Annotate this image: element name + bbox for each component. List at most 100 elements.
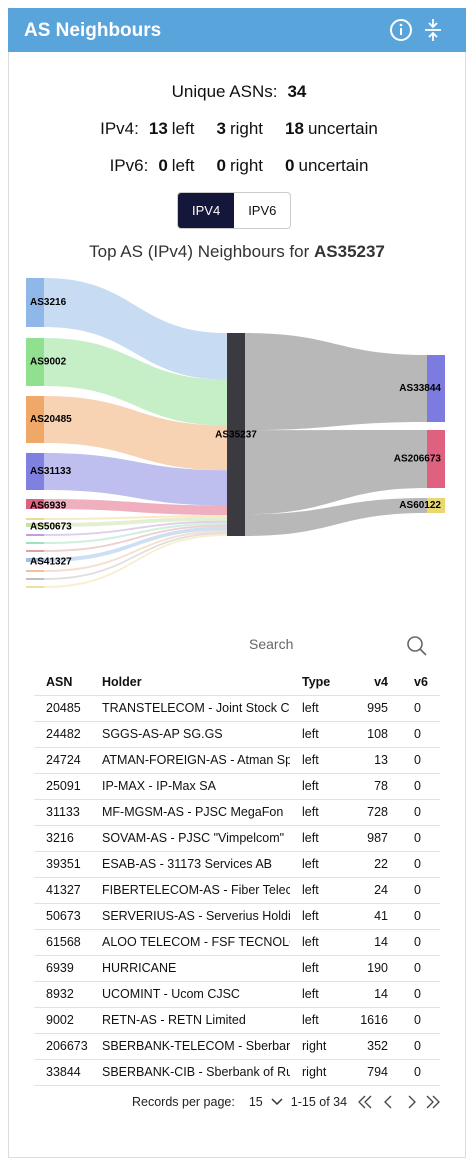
table-cell: 14: [346, 981, 402, 1008]
flow: [245, 333, 427, 431]
flow: [44, 515, 227, 520]
count-text: right: [229, 119, 264, 138]
table-row: 25091 IP-MAX - IP-Max SA left 78 0: [34, 773, 440, 800]
tab[interactable]: IPV6: [248, 203, 277, 218]
column-header: Holder: [90, 669, 290, 696]
value: 34: [287, 82, 307, 101]
table-cell: 0: [402, 1059, 440, 1086]
flow: [44, 524, 227, 552]
table-cell: 0: [402, 1033, 440, 1060]
table-cell: 39351: [34, 851, 90, 878]
sankey-node: [26, 586, 44, 588]
flow: [44, 499, 227, 516]
table-cell: ALOO TELECOM - FSF TECNOLOGIA S.A.: [90, 929, 290, 956]
column-header: ASN: [34, 669, 90, 696]
table-cell: left: [290, 955, 346, 982]
table-cell: 0: [402, 799, 440, 826]
sankey-node: [427, 498, 445, 513]
table-cell: left: [290, 773, 346, 800]
sankey-node: [26, 570, 44, 572]
table-cell: left: [290, 851, 346, 878]
table-cell: 9002: [34, 1007, 90, 1034]
table-row: 9002 RETN-AS - RETN Limited left 1616 0: [34, 1007, 440, 1034]
search-icon[interactable]: [405, 634, 429, 658]
count: 0: [285, 156, 295, 175]
table-cell: RETN-AS - RETN Limited: [90, 1007, 290, 1034]
table-cell: 3216: [34, 825, 90, 852]
flow: [44, 338, 227, 426]
sankey-label: AS9002: [30, 357, 67, 368]
table-cell: 987: [346, 825, 402, 852]
per-page[interactable]: 15: [248, 1095, 263, 1109]
table-cell: 0: [402, 929, 440, 956]
count-text: left: [171, 119, 195, 138]
table-cell: 8932: [34, 981, 90, 1008]
count-text: right: [229, 156, 264, 175]
table-row: 6939 HURRICANE left 190 0: [34, 955, 440, 982]
table-cell: 41: [346, 903, 402, 930]
table-cell: left: [290, 799, 346, 826]
sankey-node: [26, 558, 44, 562]
sankey-node: [26, 578, 44, 580]
table-cell: 0: [402, 773, 440, 800]
table-cell: 50673: [34, 903, 90, 930]
tab[interactable]: IPV4: [178, 193, 235, 228]
table-cell: left: [290, 1007, 346, 1034]
table-cell: 24482: [34, 721, 90, 748]
column-header: v4: [346, 669, 402, 696]
sankey-node: [26, 542, 44, 544]
flow: [44, 522, 227, 544]
sankey-label: AS6939: [30, 501, 67, 512]
dropdown-icon[interactable]: [269, 1097, 285, 1107]
table-cell: left: [290, 929, 346, 956]
sankey-node: [427, 430, 445, 488]
sankey-node: [26, 338, 44, 386]
sankey-node: [227, 333, 245, 536]
table-cell: MF-MGSM-AS - PJSC MegaFon: [90, 799, 290, 826]
table-cell: SBERBANK-CIB - Sberbank of Russia: [90, 1059, 290, 1086]
table-cell: 0: [402, 851, 440, 878]
tabs: IPV4 IPV6: [177, 192, 292, 229]
sankey-node: [26, 534, 44, 536]
count-text: uncertain: [298, 156, 369, 175]
sankey: AS3216 AS9002 AS20485 AS31133 AS6939 AS50673 A…: [26, 278, 445, 588]
sankey-node: [427, 355, 445, 422]
table-row: 8932 UCOMINT - Ucom CJSC left 14 0: [34, 981, 440, 1008]
table-cell: 24: [346, 877, 402, 904]
search-input[interactable]: Search: [249, 636, 294, 652]
sankey-label: AS41327: [30, 557, 72, 568]
flow: [44, 532, 227, 580]
count: 3: [216, 119, 226, 138]
table-cell: 0: [402, 695, 440, 722]
flow: [245, 498, 427, 536]
flow: [44, 530, 227, 572]
table-cell: UCOMINT - Ucom CJSC: [90, 981, 290, 1008]
table-cell: 61568: [34, 929, 90, 956]
table-cell: FIBERTELECOM-AS - Fiber Telecom S.p.A.: [90, 877, 290, 904]
page-nav[interactable]: [353, 1094, 443, 1110]
table-cell: left: [290, 903, 346, 930]
table-cell: 0: [402, 903, 440, 930]
table-cell: 206673: [34, 1033, 90, 1060]
table-row: 3216 SOVAM-AS - PJSC "Vimpelcom" left 987 0: [34, 825, 440, 852]
header-title: AS Neighbours: [8, 8, 466, 52]
table-cell: 25091: [34, 773, 90, 800]
table-cell: left: [290, 825, 346, 852]
sankey-title: Top AS (IPv4) Neighbours for AS35237: [0, 242, 474, 262]
table-cell: 0: [402, 747, 440, 774]
table-cell: 0: [402, 955, 440, 982]
sankey-label: AS206673: [394, 454, 442, 465]
table-cell: HURRICANE: [90, 955, 290, 982]
table-cell: 995: [346, 695, 402, 722]
table-cell: left: [290, 747, 346, 774]
pagination: Records per page: 15 1-15 of 34: [132, 1094, 443, 1110]
sankey-node: [26, 278, 44, 327]
column-header: Type: [290, 669, 346, 696]
table-cell: IP-MAX - IP-Max SA: [90, 773, 290, 800]
sankey-node: [26, 550, 44, 552]
label: IPv4:: [100, 119, 139, 138]
sankey-node: [26, 523, 44, 527]
